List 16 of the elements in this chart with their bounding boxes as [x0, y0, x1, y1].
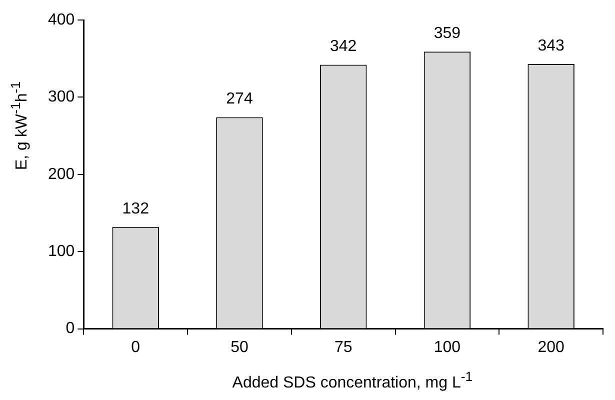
x-tick-label: 200	[538, 338, 565, 356]
x-tick-label: 75	[334, 338, 352, 356]
y-tick-label: 400	[48, 11, 75, 28]
data-label: 274	[226, 90, 253, 108]
y-tick-label: 200	[48, 166, 75, 183]
x-tick-label: 100	[434, 338, 461, 356]
data-label: 342	[330, 38, 357, 56]
data-label: 132	[122, 200, 150, 218]
x-tick-label: 0	[131, 338, 140, 356]
data-label: 359	[434, 25, 461, 42]
y-tick-label: 0	[66, 320, 75, 338]
x-tick-label: 50	[230, 338, 248, 356]
y-tick-label: 300	[48, 88, 75, 106]
x-axis-title: Added SDS concentration, mg L$^{-1}$	[231, 368, 474, 392]
data-label: 343	[538, 37, 565, 54]
y-tick-label: 100	[48, 243, 75, 260]
